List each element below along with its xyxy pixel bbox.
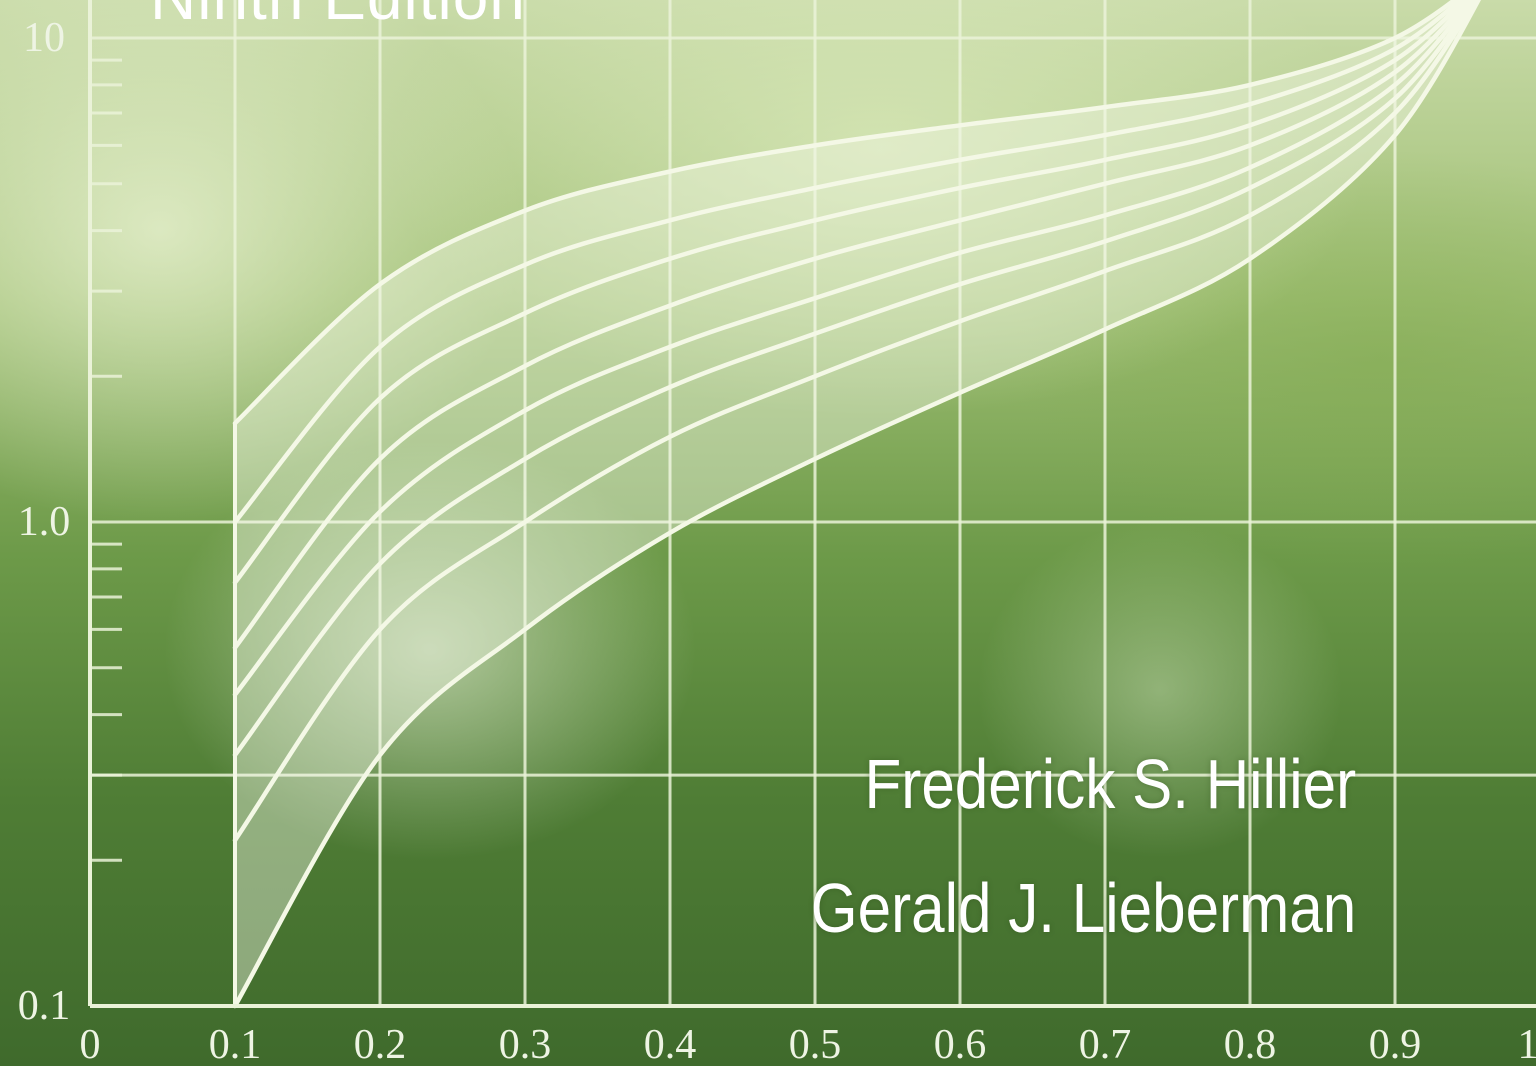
x-tick-label: 0.9 [1369,1022,1422,1066]
chart-axes [88,0,1536,1008]
tick-labels: 0 0.1 0.2 0.3 0.4 0.5 0.6 0.7 0.8 0.9 10.11.010 [18,15,1536,1066]
x-tick-label: 0.2 [354,1022,407,1066]
series-line [232,0,1459,426]
y-tick-label: 0.1 [18,983,71,1029]
series-line [232,0,1477,758]
curve-family [232,0,1482,1009]
series-line [232,0,1474,697]
author-block: Frederick S. Hillier Gerald J. Lieberman [722,722,1356,970]
x-tick-label: 1 [1518,1022,1536,1066]
x-tick-label: 0.1 [209,1022,262,1066]
x-tick-label: 0.4 [644,1022,697,1066]
chart-grid [90,0,1536,1006]
x-tick-label: 0 [80,1022,101,1066]
edition-title: Ninth Edition [150,0,526,34]
x-tick-label: 0.6 [934,1022,987,1066]
series-line [232,0,1472,650]
series-line [232,0,1482,1009]
y-tick-label: 1.0 [18,499,71,545]
series-line [232,0,1479,843]
x-tick-label: 0.3 [499,1022,552,1066]
x-tick-label: 0.7 [1079,1022,1132,1066]
series-line [232,0,1464,525]
y-tick-label: 10 [23,15,65,61]
author-name: Gerald J. Lieberman [810,869,1356,947]
x-tick-label: 0.8 [1224,1022,1277,1066]
author-name: Frederick S. Hillier [864,745,1356,823]
series-line [232,0,1468,585]
x-tick-label: 0.5 [789,1022,842,1066]
